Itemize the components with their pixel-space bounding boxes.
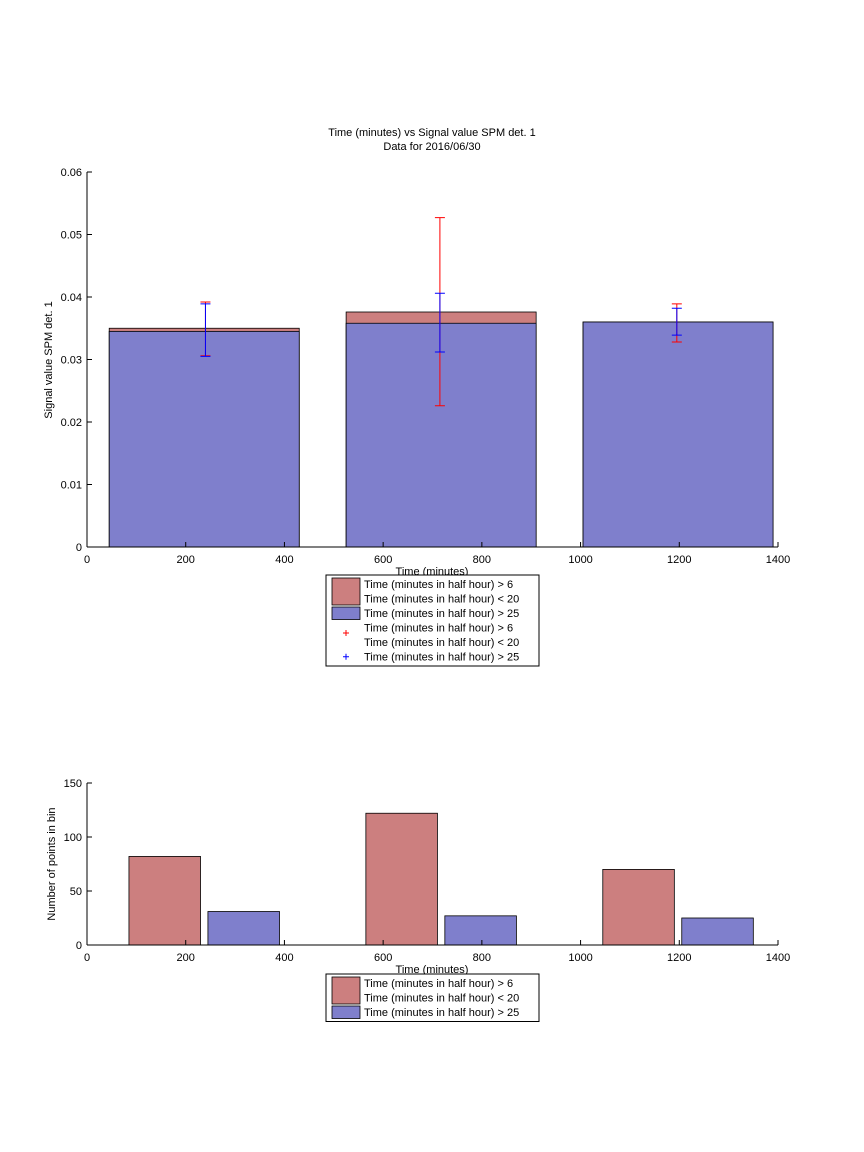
- top-y-axis-label: Signal value SPM det. 1: [43, 301, 55, 418]
- legend-label: Time (minutes in half hour) > 25: [364, 1007, 519, 1019]
- x-tick-label: 600: [374, 952, 392, 964]
- x-tick-label: 1200: [667, 554, 691, 566]
- legend-box: [325, 973, 540, 1022]
- x-tick-label: 800: [473, 554, 491, 566]
- legend-box: [325, 574, 540, 667]
- x-tick-label: 0: [84, 952, 90, 964]
- y-tick-label: 100: [64, 832, 82, 844]
- legend-label: Time (minutes in half hour) > 25: [364, 652, 519, 664]
- x-tick-label: 400: [275, 554, 293, 566]
- x-tick-label: 200: [177, 554, 195, 566]
- bar-red: [128, 856, 201, 946]
- y-tick-label: 50: [70, 886, 82, 898]
- bar-blue: [582, 321, 774, 548]
- legend-label: Time (minutes in half hour) < 20: [364, 637, 519, 649]
- x-tick-label: 1000: [568, 554, 592, 566]
- x-tick-label: 400: [275, 952, 293, 964]
- y-tick-label: 0.06: [61, 167, 82, 179]
- legend-label: Time (minutes in half hour) > 6: [364, 623, 513, 635]
- x-tick-label: 1400: [766, 554, 790, 566]
- y-tick-label: 150: [64, 778, 82, 790]
- bottom-legend: Time (minutes in half hour) > 6 Time (min…: [325, 973, 540, 1022]
- x-tick-label: 0: [84, 554, 90, 566]
- error-bar-blue: [671, 307, 682, 336]
- legend-label: Time (minutes in half hour) > 6: [364, 978, 513, 990]
- bottom-y-axis-label: Number of points in bin: [46, 807, 58, 920]
- y-tick-label: 0.01: [61, 480, 82, 492]
- legend-swatch-blue: [331, 1005, 361, 1019]
- chart-title: Time (minutes) vs Signal value SPM det. …: [328, 127, 535, 139]
- x-tick-label: 1200: [667, 952, 691, 964]
- error-bar-blue: [434, 292, 445, 353]
- legend-swatch-red: [331, 976, 361, 1005]
- y-tick-label: 0.05: [61, 230, 82, 242]
- y-tick-label: 0.02: [61, 417, 82, 429]
- x-tick-label: 1400: [766, 952, 790, 964]
- y-tick-label: 0.04: [61, 292, 82, 304]
- bar-blue: [681, 917, 754, 946]
- top-legend: Time (minutes in half hour) > 6 Time (min…: [325, 574, 540, 667]
- x-tick-label: 600: [374, 554, 392, 566]
- x-tick-label: 1000: [568, 952, 592, 964]
- x-tick-label: 800: [473, 952, 491, 964]
- bottom-chart: 0 200 400 600 800 1000 1200 1400 0 50 100 150: [64, 778, 791, 964]
- x-tick-label: 200: [177, 952, 195, 964]
- y-tick-label: 0: [76, 940, 82, 952]
- error-bar-blue: [200, 303, 211, 357]
- chart-subtitle: Data for 2016/06/30: [383, 141, 480, 153]
- bar-blue: [108, 330, 300, 548]
- legend-swatch-blue: [331, 606, 361, 620]
- legend-label: Time (minutes in half hour) > 25: [364, 608, 519, 620]
- legend-label: Time (minutes in half hour) < 20: [364, 993, 519, 1005]
- bar-blue: [444, 915, 517, 946]
- legend-swatch-red: [331, 577, 361, 606]
- bar-blue: [207, 911, 280, 946]
- bar-red: [365, 812, 438, 946]
- bar-blue: [345, 322, 537, 548]
- legend-label: Time (minutes in half hour) < 20: [364, 594, 519, 606]
- y-tick-label: 0.03: [61, 355, 82, 367]
- top-chart: 0 200 400 600 800 1000 1200 1400 0 0.01 0.02 0.03 0.…: [61, 167, 791, 566]
- y-tick-label: 0: [76, 542, 82, 554]
- legend-label: Time (minutes in half hour) > 6: [364, 579, 513, 591]
- bottom-x-axis-label: Time (minutes): [396, 964, 469, 976]
- bar-red: [602, 869, 675, 946]
